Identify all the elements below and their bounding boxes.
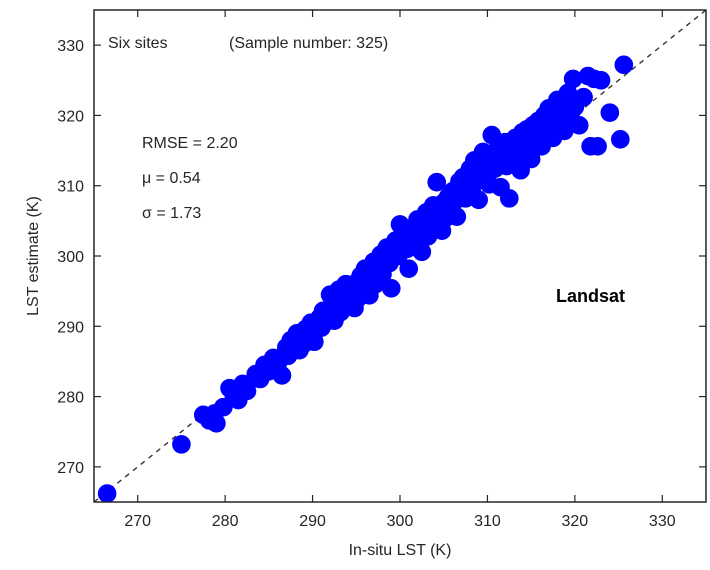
x-tick-label: 270 [124,513,151,530]
sigma-annotation: σ = 1.73 [142,205,201,222]
scatter-point [207,413,226,433]
sample-number-annotation: (Sample number: 325) [229,35,388,52]
x-tick-label: 290 [299,513,326,530]
sites-annotation: Six sites [108,35,168,52]
scatter-point [272,366,292,385]
x-tick-label: 310 [474,513,501,530]
scatter-point [447,207,467,226]
scatter-point [614,55,634,75]
x-tick-label: 300 [387,513,414,530]
scatter-point [569,115,589,135]
mu-annotation: μ = 0.54 [142,170,201,187]
scatter-point [588,137,607,156]
scatter-point [97,484,117,502]
x-axis-label: In-situ LST (K) [349,542,452,559]
x-tick-label: 320 [562,513,589,530]
x-tick-label: 330 [649,513,676,530]
y-axis-label: LST estimate (K) [25,196,42,316]
scatter-point [469,190,488,210]
y-tick-label: 290 [57,319,84,336]
y-tick-label: 320 [57,108,84,125]
scatter-point [574,87,593,107]
scatter-point [172,435,191,454]
y-tick-label: 270 [57,460,84,477]
scatter-point [427,172,447,192]
scatter-point [499,189,519,208]
rmse-annotation: RMSE = 2.20 [142,135,238,152]
y-tick-label: 300 [57,249,84,266]
x-tick-label: 280 [212,513,239,530]
scatter-point [600,103,620,122]
scatter-point [611,130,630,149]
scatter-point [237,381,257,401]
y-tick-label: 310 [57,179,84,196]
sensor-annotation: Landsat [556,286,625,306]
scatter-point [521,149,541,169]
scatter-point [399,259,419,278]
y-tick-label: 330 [57,38,84,55]
y-tick-label: 280 [57,390,84,407]
scatter-point [381,279,401,298]
scatter-point [591,70,611,90]
